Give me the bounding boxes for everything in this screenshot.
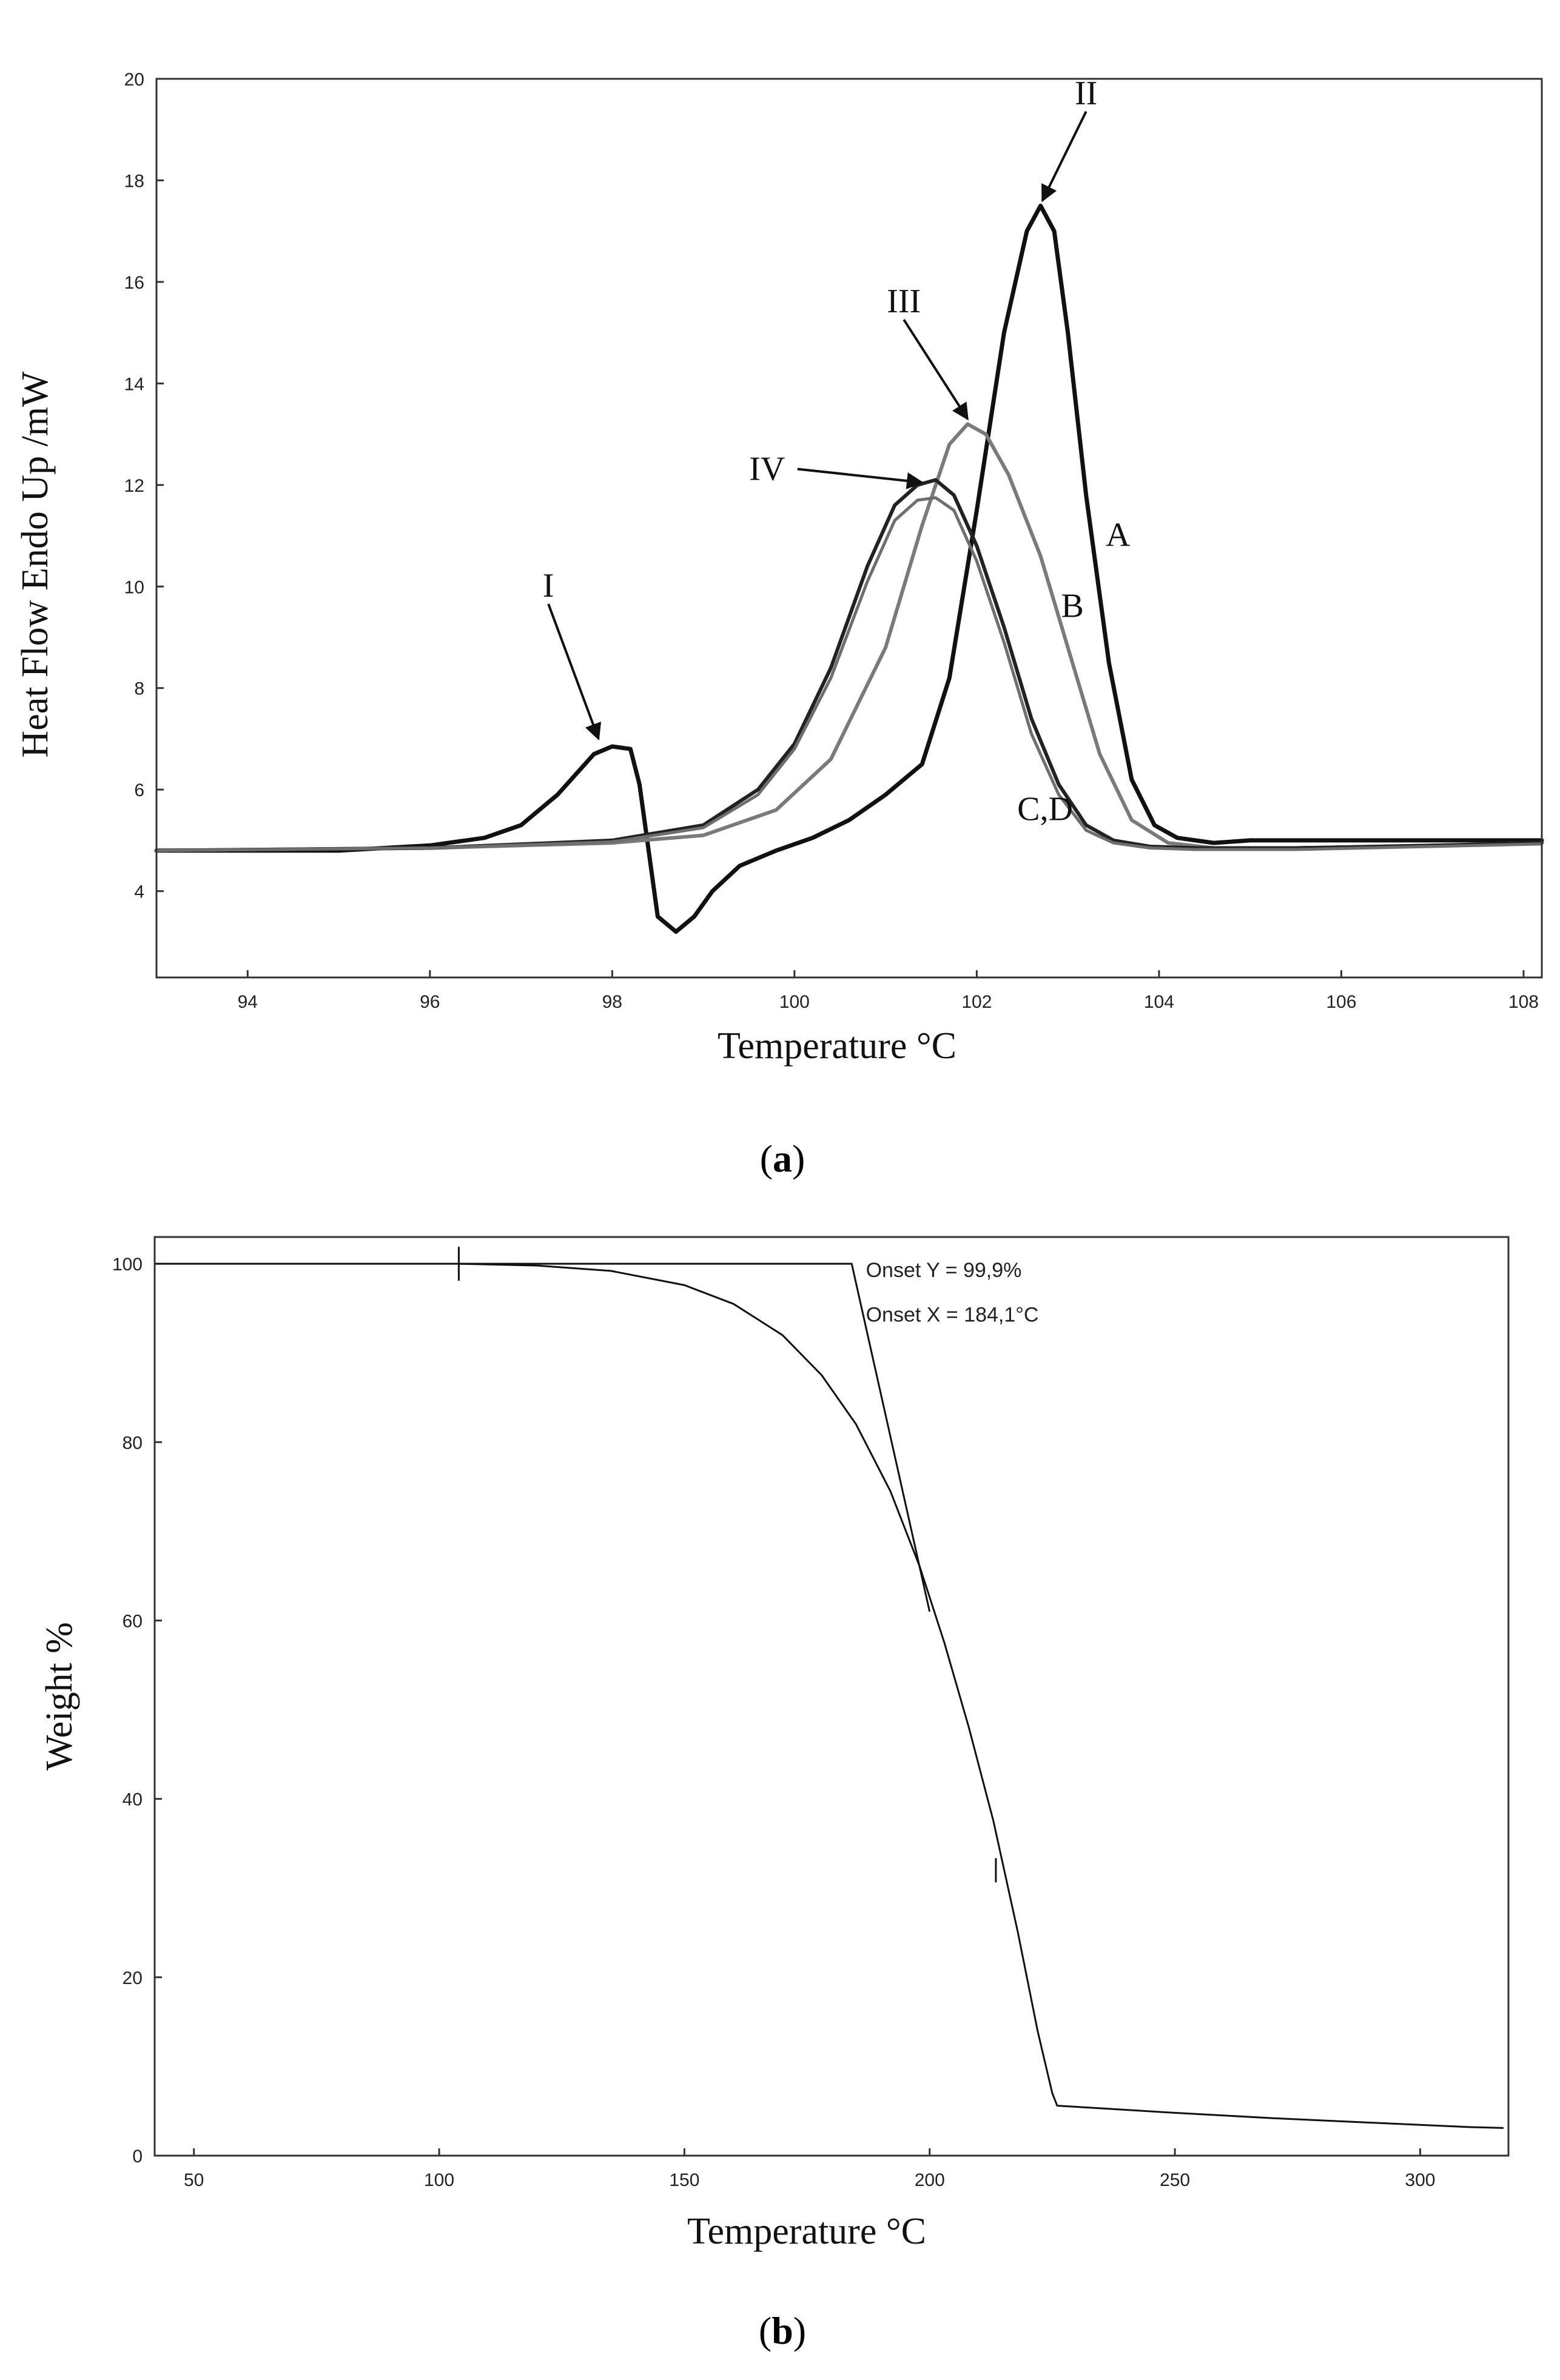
panel-a-annotation-arrow bbox=[903, 319, 969, 421]
panel-a-label: (a) bbox=[760, 1137, 805, 1180]
panel-a-x-tick-label: 94 bbox=[238, 992, 258, 1012]
panel-b-y-tick-label: 60 bbox=[123, 1611, 143, 1631]
panel-a-annotation-label: I bbox=[543, 567, 554, 605]
panel-a-x-tick-label: 100 bbox=[779, 992, 810, 1012]
panel-b-y-tick-label: 0 bbox=[132, 2147, 143, 2167]
panel-a-annotation-label: III bbox=[887, 283, 921, 320]
panel-a-y-tick-label: 16 bbox=[124, 273, 144, 293]
panel-a-label-open: ( bbox=[760, 1137, 773, 1180]
panel-a-annotation-label: A bbox=[1106, 516, 1131, 554]
panel-b-y-tick-label: 40 bbox=[123, 1790, 143, 1810]
panel-a-y-tick-label: 18 bbox=[124, 171, 144, 191]
panel-b-label-close: ) bbox=[793, 2309, 806, 2352]
panel-b-y-tick-label: 20 bbox=[123, 1968, 143, 1988]
panel-a-series-line-d bbox=[155, 496, 1544, 853]
panel-a-x-tick-label: 98 bbox=[602, 992, 622, 1012]
panel-a-series bbox=[154, 203, 1544, 934]
panel-a-y-tick-label: 10 bbox=[124, 577, 144, 597]
panel-b-x-tick-label: 200 bbox=[915, 2170, 945, 2190]
panel-a-annotation-arrow bbox=[1041, 110, 1088, 203]
panel-b-label: (b) bbox=[759, 2309, 806, 2352]
panel-b-x-tick-label: 50 bbox=[184, 2170, 204, 2190]
panel-b-x-tick-label: 300 bbox=[1405, 2170, 1435, 2190]
panel-b-y-tick-label: 100 bbox=[112, 1255, 143, 1275]
panel-a-x-tick-label: 102 bbox=[961, 992, 992, 1012]
panel-a-y-axis-title: Heat Flow Endo Up /mW bbox=[15, 371, 56, 758]
panel-a-series-line-a bbox=[154, 203, 1544, 934]
panel-a-annotation-label: II bbox=[1075, 75, 1097, 112]
panel-a-x-tick-label: 106 bbox=[1326, 992, 1356, 1012]
panel-b-x-tick-label: 150 bbox=[669, 2170, 699, 2190]
panel-a-y-tick-label: 4 bbox=[134, 882, 144, 902]
panel-b-x-tick-label: 250 bbox=[1160, 2170, 1190, 2190]
panel-a-ticks: 94 96 98 100 102 104 106 108 4 6 8 10 12 14 16 18 20 bbox=[124, 70, 1539, 1012]
panel-a-x-tick-label: 104 bbox=[1144, 992, 1174, 1012]
panel-a-y-tick-label: 20 bbox=[124, 70, 144, 90]
panel-a-annotation-label: B bbox=[1061, 588, 1083, 625]
panel-b-onset-tangent-lines bbox=[459, 1262, 931, 1612]
panel-b-label-letter: b bbox=[772, 2309, 793, 2352]
panel-a-x-axis-title: Temperature °C bbox=[718, 1025, 957, 1067]
panel-a-annotation-label: IV bbox=[749, 450, 785, 488]
panel-a-annotation-arrow bbox=[547, 603, 602, 741]
panel-b-plot-frame bbox=[153, 1236, 1510, 2157]
panel-b-y-tick-label: 80 bbox=[123, 1433, 143, 1453]
panel-a-x-tick-label: 108 bbox=[1508, 992, 1539, 1012]
panel-a-y-tick-label: 14 bbox=[124, 374, 144, 394]
panel-b-onset-annotation: Onset Y = 99,9% bbox=[866, 1259, 1022, 1282]
panel-a-annotation-arrow bbox=[797, 468, 924, 489]
panel-b-series bbox=[155, 1247, 1504, 2129]
panel-a-label-letter: a bbox=[773, 1137, 792, 1180]
panel-a-label-close: ) bbox=[792, 1137, 805, 1180]
panel-a-plot-frame bbox=[155, 78, 1543, 979]
panel-b-tga-chart: 50 100 150 200 250 300 0 20 40 60 80 100 Onset Y = … bbox=[39, 1236, 1510, 2352]
panel-b-annotations: Onset Y = 99,9% Onset X = 184,1°C bbox=[866, 1259, 1039, 1327]
panel-a-y-tick-label: 8 bbox=[134, 679, 144, 699]
panel-b-x-axis-title: Temperature °C bbox=[687, 2211, 926, 2252]
panel-b-y-axis-title: Weight % bbox=[39, 1622, 80, 1771]
panel-b-tga-curve bbox=[155, 1262, 1504, 2129]
panel-a-y-tick-label: 12 bbox=[124, 476, 144, 496]
panel-b-label-open: ( bbox=[759, 2309, 772, 2352]
panel-a-x-tick-label: 96 bbox=[420, 992, 440, 1012]
panel-a-annotation-label: C,D bbox=[1017, 790, 1073, 828]
panel-a-y-tick-label: 6 bbox=[134, 780, 144, 800]
panel-b-onset-annotation: Onset X = 184,1°C bbox=[866, 1304, 1039, 1327]
panel-b-x-tick-label: 100 bbox=[424, 2170, 454, 2190]
